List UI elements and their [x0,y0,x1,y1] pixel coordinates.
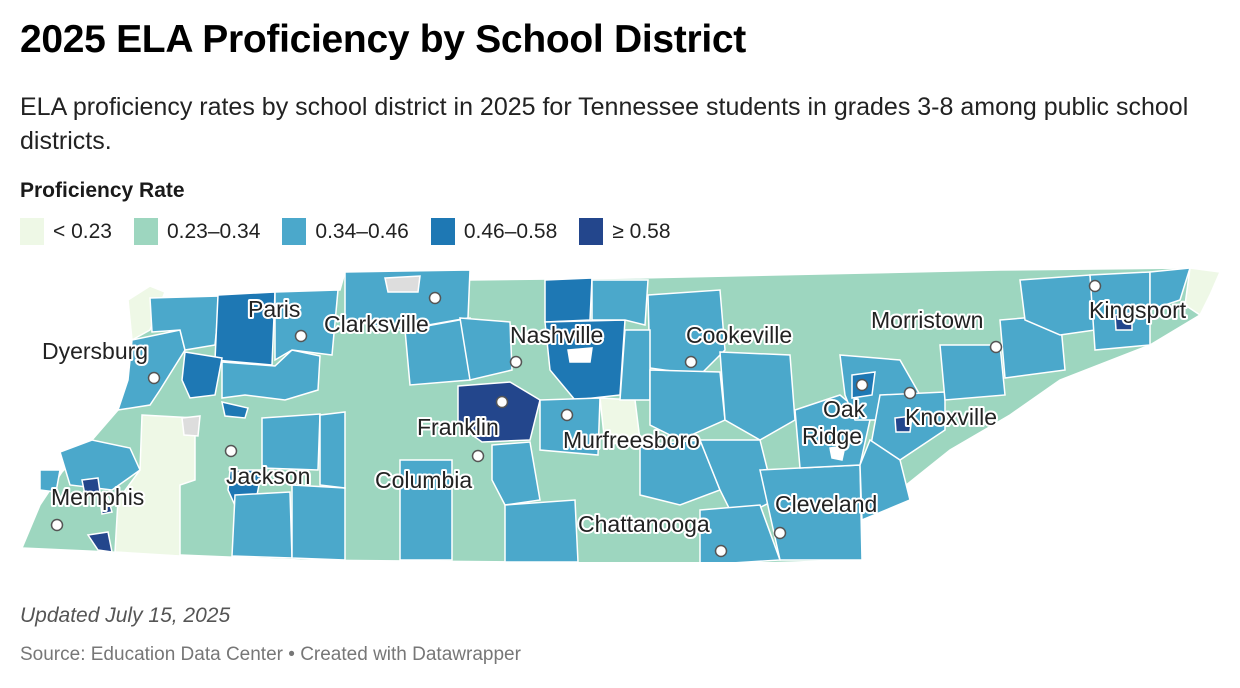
city-label-kingsport: Kingsport [1089,297,1187,323]
legend-item-034-046: 0.34–0.46 [282,218,409,245]
district-region[interactable] [457,381,541,443]
district-region[interactable] [719,351,796,441]
city-marker-paris [294,329,308,343]
district-region[interactable] [649,369,726,441]
district-region[interactable] [399,459,453,561]
district-region[interactable] [221,401,249,419]
district-region[interactable] [114,414,196,557]
district-region[interactable] [567,347,593,363]
legend-label: < 0.23 [53,219,112,243]
city-marker-jackson [224,444,238,458]
city-label-chattanooga: Chattanooga [578,511,710,537]
district-region[interactable] [544,277,593,323]
district-region[interactable] [274,289,339,362]
district-region[interactable] [1019,274,1096,336]
city-marker-franklin [495,395,509,409]
city-marker-kingsport [1088,279,1102,293]
district-region[interactable] [81,477,101,496]
legend-swatch [282,218,307,245]
legend-title: Proficiency Rate [20,179,185,202]
city-label-columbia: Columbia [375,467,472,493]
updated-date: Updated July 15, 2025 [20,604,231,627]
district-region[interactable] [59,439,141,491]
district-region[interactable] [1184,267,1222,317]
district-region[interactable] [181,351,223,399]
district-region[interactable] [829,445,846,461]
city-marker-memphis [50,518,64,532]
city-marker-morristown [989,340,1003,354]
district-region[interactable] [384,275,421,293]
district-region[interactable] [504,499,579,562]
district-region[interactable] [539,397,601,456]
city-marker-knoxville [903,386,917,400]
legend-swatch [20,218,44,245]
city-label-ridge: Ridge [802,423,862,449]
city-marker-columbia [471,449,485,463]
district-region[interactable] [1149,267,1192,312]
district-region[interactable] [214,291,276,366]
city-marker-murfreesboro [560,408,574,422]
district-region[interactable] [291,484,346,561]
district-region[interactable] [181,415,201,437]
city-label-paris: Paris [248,296,300,322]
district-region[interactable] [491,441,541,506]
district-region[interactable] [639,439,721,506]
legend-label: 0.23–0.34 [166,219,261,243]
city-label-murfreesboro: Murfreesboro [563,427,700,453]
city-marker-cleveland [773,526,787,540]
legend-swatch [133,218,158,245]
city-label-oak: Oak [823,396,866,422]
district-region[interactable] [231,491,293,559]
city-label-cookeville: Cookeville [686,322,792,348]
legend-label: 0.46–0.58 [463,219,558,243]
source-credit: Source: Education Data Center • Created … [20,644,521,665]
district-region[interactable] [221,349,321,401]
district-region[interactable] [591,279,649,326]
city-label-cleveland: Cleveland [775,491,877,517]
district-region[interactable] [894,415,913,433]
district-region[interactable] [859,438,911,522]
chart-subtitle: ELA proficiency rates by school district… [20,93,1189,155]
legend-label: 0.34–0.46 [315,219,409,243]
chart-title: 2025 ELA Proficiency by School District [20,18,746,61]
district-region[interactable] [459,317,513,381]
district-region[interactable] [261,413,321,471]
legend-item-gte-058: ≥ 0.58 [579,218,671,245]
city-marker-dyersburg [147,371,161,385]
district-region[interactable] [619,329,651,401]
city-label-knoxville: Knoxville [905,404,997,430]
city-label-dyersburg: Dyersburg [42,338,148,364]
city-label-nashville: Nashville [510,322,603,348]
legend-item-023-034: 0.23–0.34 [133,218,261,245]
city-markers [50,279,1102,558]
legend-swatch [579,218,604,245]
district-region[interactable] [939,344,1006,401]
legend-label: ≥ 0.58 [612,219,671,243]
legend-swatch [430,218,455,245]
district-region[interactable] [99,497,113,515]
district-region[interactable] [39,469,61,493]
district-region[interactable] [319,411,346,489]
district-region[interactable] [86,531,113,553]
city-labels: Paris Clarksville Nashville Cookeville M… [40,294,1189,539]
city-label-jackson: Jackson [226,463,310,489]
city-label-morristown: Morristown [871,307,983,333]
tennessee-district-map: Paris Clarksville Nashville Cookeville M… [20,267,1222,562]
district-region[interactable] [1114,312,1133,331]
city-marker-cookeville [684,355,698,369]
color-legend: < 0.23 0.23–0.34 0.34–0.46 0.46–0.58 ≥ 0… [20,218,693,245]
legend-item-046-058: 0.46–0.58 [430,218,558,245]
district-region[interactable] [794,394,871,469]
legend-item-lt-023: < 0.23 [20,218,112,245]
city-marker-oak-ridge [855,378,869,392]
city-marker-clarksville [428,291,442,305]
city-label-franklin: Franklin [417,414,499,440]
city-marker-chattanooga [714,544,728,558]
district-region[interactable] [1089,271,1151,351]
city-label-clarksville: Clarksville [324,311,429,337]
city-label-memphis: Memphis [51,484,144,510]
city-marker-nashville [509,355,523,369]
